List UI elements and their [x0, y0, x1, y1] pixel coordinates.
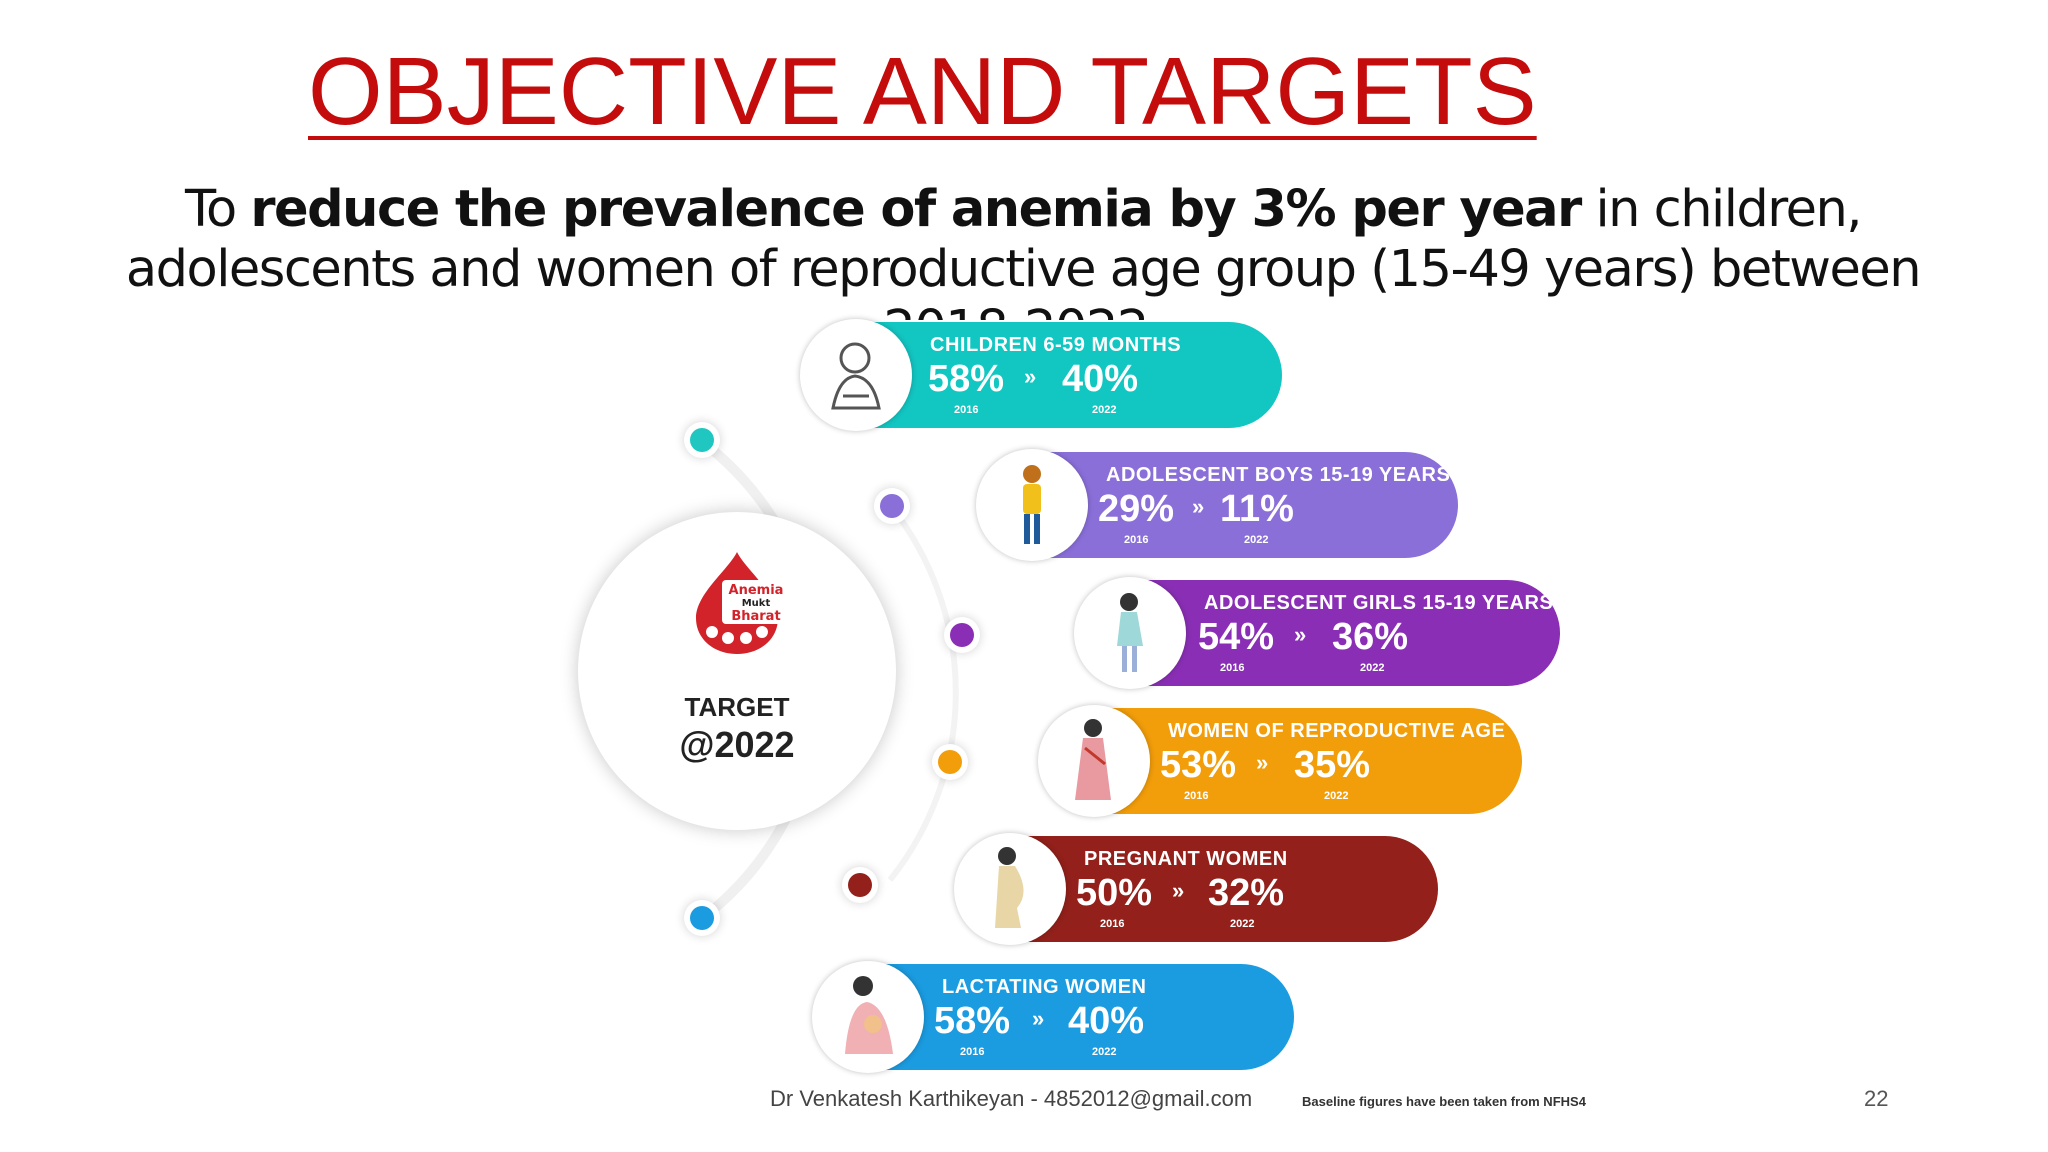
connector-dot — [690, 906, 714, 930]
baseline-year: 2016 — [1184, 790, 1209, 802]
connector-dot — [938, 750, 962, 774]
baseline-value: 29% — [1098, 488, 1175, 530]
anemia-mukt-bharat-logo: Anemia Mukt Bharat — [696, 552, 790, 654]
baseline-value: 54% — [1198, 616, 1275, 658]
logo-word-3: Bharat — [731, 609, 780, 624]
page-number: 22 — [1864, 1086, 1889, 1111]
pregnant-woman-icon — [954, 833, 1066, 945]
girl-icon — [1074, 577, 1186, 689]
target-value: 36% — [1332, 616, 1409, 658]
target-year: 2022 — [1092, 1046, 1117, 1058]
group-label: PREGNANT WOMEN — [1084, 848, 1288, 870]
target-pill-adolescent-girls: ADOLESCENT GIRLS 15-19 YEARS 54% » 36% 2… — [1074, 577, 1560, 689]
logo-word-2: Mukt — [742, 598, 771, 609]
baseline-year: 2016 — [960, 1046, 985, 1058]
target-pill-women-reproductive-age: WOMEN OF REPRODUCTIVE AGE 53% » 35% 2016… — [1038, 705, 1522, 817]
lactating-woman-icon — [812, 961, 924, 1073]
group-label: WOMEN OF REPRODUCTIVE AGE — [1168, 720, 1506, 742]
target-year: 2022 — [1244, 534, 1269, 546]
hub-target-year: @2022 — [679, 724, 795, 765]
target-pill-children: CHILDREN 6-59 MONTHS 58% » 40% 2016 2022 — [800, 319, 1282, 431]
target-pill-adolescent-boys: ADOLESCENT BOYS 15-19 YEARS 29% » 11% 20… — [976, 449, 1458, 561]
connector-dot — [690, 428, 714, 452]
target-year: 2022 — [1230, 918, 1255, 930]
arrow-icon: » — [1294, 622, 1307, 647]
arrow-icon: » — [1032, 1006, 1045, 1031]
logo-word-1: Anemia — [729, 583, 784, 598]
target-pill-pregnant-women: PREGNANT WOMEN 50% » 32% 2016 2022 — [954, 833, 1438, 945]
target-value: 40% — [1062, 358, 1139, 400]
target-pill-lactating-women: LACTATING WOMEN 58% » 40% 2016 2022 — [812, 961, 1294, 1073]
group-label: CHILDREN 6-59 MONTHS — [930, 334, 1182, 356]
boy-icon — [976, 449, 1088, 561]
footer-author: Dr Venkatesh Karthikeyan - 4852012@gmail… — [770, 1086, 1253, 1111]
connector-dot — [848, 873, 872, 897]
connector-dot — [950, 623, 974, 647]
arrow-icon: » — [1172, 878, 1185, 903]
target-hub: Anemia Mukt Bharat TARGET @2022 — [578, 512, 896, 830]
target-value: 32% — [1208, 872, 1285, 914]
target-value: 11% — [1220, 488, 1294, 530]
group-label: ADOLESCENT BOYS 15-19 YEARS — [1106, 464, 1451, 486]
group-label: LACTATING WOMEN — [942, 976, 1147, 998]
baseline-year: 2016 — [1220, 662, 1245, 674]
target-year: 2022 — [1324, 790, 1349, 802]
target-year: 2022 — [1092, 404, 1117, 416]
baseline-value: 58% — [934, 1000, 1011, 1042]
baseline-year: 2016 — [1100, 918, 1125, 930]
arrow-icon: » — [1192, 494, 1205, 519]
baseline-value: 53% — [1160, 744, 1237, 786]
baseline-year: 2016 — [1124, 534, 1149, 546]
slide-title: OBJECTIVE AND TARGETS — [308, 38, 1537, 145]
group-label: ADOLESCENT GIRLS 15-19 YEARS — [1204, 592, 1554, 614]
baseline-value: 58% — [928, 358, 1005, 400]
footer-source-note: Baseline figures have been taken from NF… — [1302, 1094, 1586, 1109]
target-year: 2022 — [1360, 662, 1385, 674]
hub-target-label: TARGET — [684, 692, 790, 722]
arrow-icon: » — [1024, 364, 1037, 389]
objective-highlight: reduce the prevalence of anemia by 3% pe… — [250, 180, 1582, 239]
baseline-year: 2016 — [954, 404, 979, 416]
baseline-value: 50% — [1076, 872, 1153, 914]
objective-lead: To — [184, 180, 251, 239]
connector-dot — [880, 494, 904, 518]
target-value: 40% — [1068, 1000, 1145, 1042]
target-value: 35% — [1294, 744, 1371, 786]
arrow-icon: » — [1256, 750, 1269, 775]
child-icon — [800, 319, 912, 431]
woman-icon — [1038, 705, 1150, 817]
